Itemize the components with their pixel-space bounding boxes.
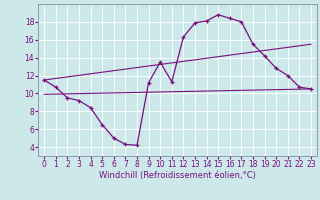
X-axis label: Windchill (Refroidissement éolien,°C): Windchill (Refroidissement éolien,°C): [99, 171, 256, 180]
